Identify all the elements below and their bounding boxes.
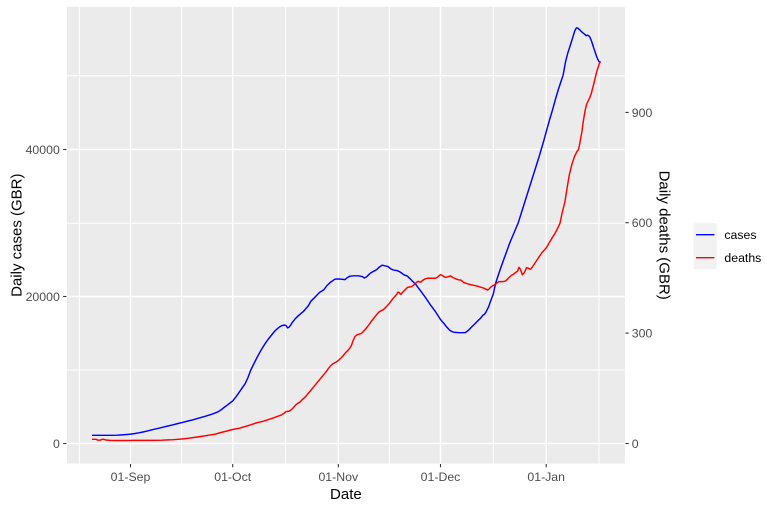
svg-text:900: 900	[632, 106, 653, 120]
svg-text:deaths: deaths	[724, 251, 761, 265]
svg-text:20000: 20000	[26, 290, 60, 304]
svg-text:40000: 40000	[26, 143, 60, 157]
svg-text:600: 600	[632, 216, 653, 230]
svg-text:300: 300	[632, 327, 653, 341]
svg-text:cases: cases	[724, 228, 756, 242]
svg-text:Daily cases (GBR): Daily cases (GBR)	[9, 174, 26, 297]
svg-text:01-Dec: 01-Dec	[421, 470, 461, 484]
svg-text:0: 0	[632, 437, 639, 451]
svg-text:01-Sep: 01-Sep	[111, 470, 151, 484]
svg-text:01-Oct: 01-Oct	[214, 470, 251, 484]
svg-text:0: 0	[53, 437, 60, 451]
svg-text:01-Nov: 01-Nov	[318, 470, 358, 484]
svg-text:Daily deaths (GBR): Daily deaths (GBR)	[656, 171, 673, 300]
svg-text:01-Jan: 01-Jan	[527, 470, 565, 484]
svg-text:Date: Date	[330, 486, 362, 503]
